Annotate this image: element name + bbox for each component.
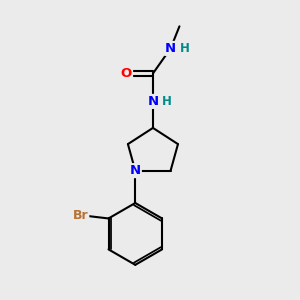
Text: Br: Br bbox=[73, 209, 88, 222]
Text: H: H bbox=[162, 95, 172, 108]
Text: N: N bbox=[165, 42, 176, 55]
Text: H: H bbox=[180, 42, 190, 55]
Text: N: N bbox=[147, 95, 158, 108]
Text: O: O bbox=[121, 67, 132, 80]
Text: N: N bbox=[130, 164, 141, 177]
